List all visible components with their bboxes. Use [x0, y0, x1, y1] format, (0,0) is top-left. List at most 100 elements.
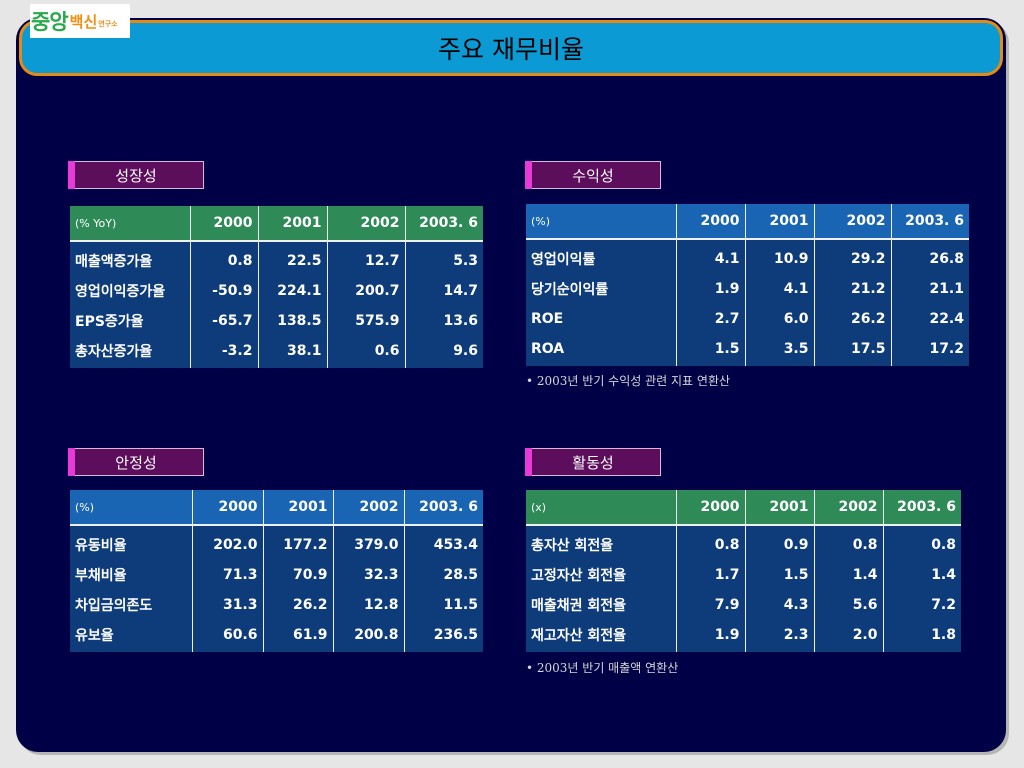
- table-cell: 29.2: [813, 239, 891, 274]
- logo-part1: 중앙: [31, 10, 69, 34]
- section-label-profit: 수익성: [525, 161, 661, 189]
- table-cell: 0.6: [326, 336, 405, 368]
- table-cell: 0.8: [675, 525, 745, 560]
- table-cell: 2.0: [813, 620, 883, 652]
- table-cell: 4.1: [675, 239, 745, 274]
- table-cell: 0.9: [744, 525, 814, 560]
- table-cell: 71.3: [191, 560, 263, 590]
- row-label: EPS증가율: [75, 314, 144, 330]
- table-cell: 1.8: [882, 620, 961, 652]
- row-label: 유동비율: [75, 538, 127, 554]
- table-header-row: (x) 2000 2001 2002 2003. 6: [526, 490, 961, 526]
- table-row: 부채비율 71.3 70.9 32.3 28.5: [70, 560, 483, 590]
- table-cell: 2.7: [675, 304, 745, 334]
- year-header: 2000: [191, 490, 263, 526]
- table-cell: 7.9: [675, 590, 745, 620]
- table-cell: -65.7: [189, 306, 258, 336]
- table-row: 영업이익증가율 -50.9 224.1 200.7 14.7: [70, 276, 483, 306]
- unit-label: (%): [526, 204, 676, 240]
- table-cell: 21.2: [813, 274, 891, 304]
- year-header: 2001: [744, 204, 814, 240]
- title-bar: 주요 재무비율: [19, 20, 1003, 76]
- section-label-text: 안정성: [115, 453, 157, 472]
- growth-table: (% YoY) 2000 2001 2002 2003. 6 매출액증가율 0.…: [70, 206, 483, 368]
- row-label: 영업이익증가율: [75, 284, 166, 300]
- year-header: 2000: [675, 204, 745, 240]
- table-cell: 31.3: [191, 590, 263, 620]
- table-cell: 38.1: [257, 336, 327, 368]
- table-cell: 5.3: [404, 241, 483, 276]
- table-row: 유보율 60.6 61.9 200.8 236.5: [70, 620, 483, 652]
- row-label: 매출액증가율: [75, 254, 153, 270]
- row-label: 총자산 회전율: [531, 538, 614, 554]
- table-cell: 11.5: [403, 590, 483, 620]
- table-row: EPS증가율 -65.7 138.5 575.9 13.6: [70, 306, 483, 336]
- table-row: ROA 1.5 3.5 17.5 17.2: [526, 334, 969, 366]
- logo-part3: 연구소: [98, 20, 118, 28]
- section-label-text: 활동성: [572, 453, 614, 472]
- section-label-text: 성장성: [115, 166, 157, 185]
- year-header: 2002: [332, 490, 404, 526]
- table-cell: 202.0: [191, 525, 263, 560]
- table-cell: -3.2: [189, 336, 258, 368]
- table-cell: 12.7: [326, 241, 405, 276]
- table-header-row: (%) 2000 2001 2002 2003. 6: [70, 490, 483, 526]
- row-label: 유보율: [75, 628, 114, 644]
- table-cell: 177.2: [262, 525, 333, 560]
- row-label: ROE: [531, 311, 564, 327]
- table-cell: 1.7: [675, 560, 745, 590]
- table-row: 재고자산 회전율 1.9 2.3 2.0 1.8: [526, 620, 961, 652]
- company-logo: 중앙 백신 연구소: [30, 4, 130, 38]
- table-cell: 22.4: [890, 304, 969, 334]
- row-label: ROA: [531, 341, 565, 357]
- activity-note: • 2003년 반기 매출액 연환산: [526, 661, 679, 675]
- table-cell: 379.0: [332, 525, 404, 560]
- row-label: 부채비율: [75, 568, 127, 584]
- table-cell: 138.5: [257, 306, 327, 336]
- table-cell: 224.1: [257, 276, 327, 306]
- table-header-row: (% YoY) 2000 2001 2002 2003. 6: [70, 206, 483, 242]
- table-cell: 17.5: [813, 334, 891, 366]
- table-cell: 0.8: [813, 525, 883, 560]
- table-row: 매출채권 회전율 7.9 4.3 5.6 7.2: [526, 590, 961, 620]
- table-cell: 1.5: [675, 334, 745, 366]
- row-label: 총자산증가율: [75, 344, 153, 360]
- table-cell: -50.9: [189, 276, 258, 306]
- year-header: 2001: [262, 490, 333, 526]
- table-cell: 575.9: [326, 306, 405, 336]
- profit-table: (%) 2000 2001 2002 2003. 6 영업이익률 4.1 10.…: [526, 204, 969, 366]
- year-header: 2001: [257, 206, 327, 242]
- table-row: ROE 2.7 6.0 26.2 22.4: [526, 304, 969, 334]
- row-label: 차입금의존도: [75, 598, 153, 614]
- section-label-growth: 성장성: [68, 161, 204, 189]
- activity-table: (x) 2000 2001 2002 2003. 6 총자산 회전율 0.8 0…: [526, 490, 961, 652]
- table-row: 차입금의존도 31.3 26.2 12.8 11.5: [70, 590, 483, 620]
- table-row: 총자산증가율 -3.2 38.1 0.6 9.6: [70, 336, 483, 368]
- table-cell: 10.9: [744, 239, 814, 274]
- year-header: 2002: [326, 206, 405, 242]
- table-cell: 200.7: [326, 276, 405, 306]
- section-label-stability: 안정성: [68, 448, 204, 476]
- table-cell: 1.4: [882, 560, 961, 590]
- table-cell: 70.9: [262, 560, 333, 590]
- table-cell: 12.8: [332, 590, 404, 620]
- table-cell: 13.6: [404, 306, 483, 336]
- unit-label: (x): [526, 490, 676, 526]
- year-header: 2001: [744, 490, 814, 526]
- year-header: 2003. 6: [404, 206, 483, 242]
- table-cell: 28.5: [403, 560, 483, 590]
- table-row: 유동비율 202.0 177.2 379.0 453.4: [70, 525, 483, 560]
- table-cell: 1.4: [813, 560, 883, 590]
- table-cell: 0.8: [189, 241, 258, 276]
- profit-note: • 2003년 반기 수익성 관련 지표 연환산: [526, 374, 731, 388]
- row-label: 당기순이익률: [531, 282, 609, 298]
- table-row: 총자산 회전율 0.8 0.9 0.8 0.8: [526, 525, 961, 560]
- page-title: 주요 재무비율: [438, 35, 584, 64]
- table-cell: 1.5: [744, 560, 814, 590]
- row-label: 매출채권 회전율: [531, 598, 627, 614]
- year-header: 2003. 6: [890, 204, 969, 240]
- table-cell: 32.3: [332, 560, 404, 590]
- table-row: 영업이익률 4.1 10.9 29.2 26.8: [526, 239, 969, 274]
- table-cell: 26.2: [262, 590, 333, 620]
- year-header: 2003. 6: [882, 490, 961, 526]
